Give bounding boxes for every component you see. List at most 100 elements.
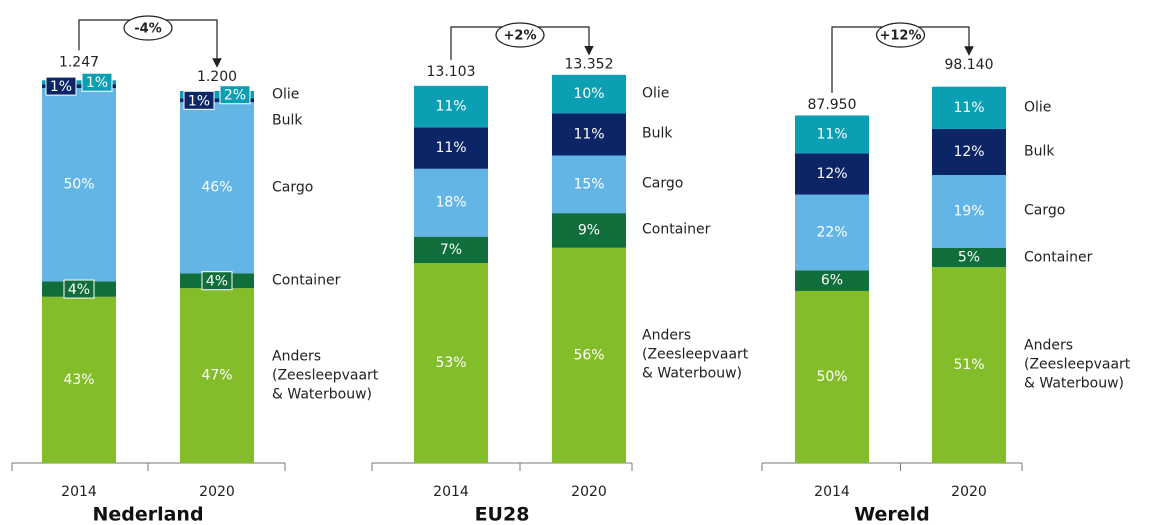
bar-segment bbox=[414, 168, 488, 237]
segment-label: 11% bbox=[953, 100, 984, 116]
legend-label: Anders (Zeesleepvaart & Waterbouw) bbox=[642, 327, 749, 382]
segment-label: 9% bbox=[578, 222, 600, 238]
bar-segment bbox=[42, 88, 116, 282]
segment-label: 19% bbox=[953, 203, 984, 219]
bar-segment bbox=[180, 102, 254, 274]
legend-label: Olie bbox=[272, 86, 300, 103]
label-box bbox=[183, 90, 215, 110]
label-box bbox=[201, 271, 233, 291]
category-label: 2020 bbox=[951, 484, 987, 500]
legend-label: Container bbox=[272, 272, 341, 289]
bar-segment bbox=[180, 91, 254, 99]
legend-label: Anders (Zeesleepvaart & Waterbouw) bbox=[1024, 337, 1131, 392]
segment-label: 53% bbox=[435, 355, 466, 371]
label-box bbox=[219, 85, 251, 105]
bar-segment bbox=[932, 267, 1006, 463]
segment-label: 1% bbox=[50, 79, 72, 95]
bar-segment bbox=[414, 236, 488, 264]
legend-label: Cargo bbox=[272, 179, 314, 196]
bar-segment bbox=[414, 263, 488, 463]
bar-segment bbox=[42, 80, 116, 85]
legend-label: Bulk bbox=[272, 112, 303, 129]
bar-segment bbox=[795, 115, 869, 154]
bar-segment bbox=[552, 113, 626, 156]
change-oval bbox=[875, 22, 926, 48]
segment-label: 15% bbox=[573, 176, 604, 192]
bar-segment bbox=[414, 127, 488, 169]
category-label: 2020 bbox=[571, 484, 607, 500]
change-label: -4% bbox=[134, 22, 161, 37]
total-label: 87.950 bbox=[808, 97, 857, 113]
segment-label: 10% bbox=[573, 86, 604, 102]
bar-segment bbox=[42, 84, 116, 89]
segment-label: 1% bbox=[188, 93, 210, 109]
segment-label: 5% bbox=[958, 250, 980, 266]
segment-label: 11% bbox=[435, 99, 466, 115]
total-label: 1.247 bbox=[59, 54, 99, 70]
label-box bbox=[81, 72, 113, 92]
bar-segment bbox=[932, 247, 1006, 268]
bar-segment bbox=[795, 290, 869, 463]
segment-label: 50% bbox=[816, 369, 847, 385]
chart-title: EU28 bbox=[475, 504, 530, 525]
category-label: 2014 bbox=[433, 484, 469, 500]
bar-segment bbox=[180, 288, 254, 463]
segment-label: 12% bbox=[953, 144, 984, 160]
category-label: 2014 bbox=[814, 484, 850, 500]
change-oval bbox=[495, 22, 545, 48]
bar-segment bbox=[932, 175, 1006, 248]
segment-label: 4% bbox=[206, 274, 228, 290]
segment-label: 12% bbox=[816, 166, 847, 182]
legend-label: Container bbox=[642, 221, 711, 238]
legend-label: Bulk bbox=[1024, 143, 1055, 160]
bar-segment bbox=[932, 128, 1006, 176]
segment-label: 56% bbox=[573, 347, 604, 363]
segment-label: 18% bbox=[435, 195, 466, 211]
total-label: 13.352 bbox=[565, 57, 614, 73]
segment-label: 11% bbox=[816, 126, 847, 142]
segment-label: 22% bbox=[816, 224, 847, 240]
legend-label: Container bbox=[1024, 249, 1093, 266]
bar-segment bbox=[552, 74, 626, 114]
segment-label: 7% bbox=[440, 242, 462, 258]
change-label: +12% bbox=[879, 29, 921, 44]
bar-segment bbox=[180, 98, 254, 103]
segment-label: 11% bbox=[573, 126, 604, 142]
segment-label: 11% bbox=[435, 140, 466, 156]
segment-label: 2% bbox=[224, 88, 246, 104]
total-label: 13.103 bbox=[427, 64, 476, 80]
bar-segment bbox=[932, 86, 1006, 129]
legend-label: Cargo bbox=[1024, 202, 1066, 219]
label-box bbox=[45, 76, 77, 96]
legend-label: Olie bbox=[1024, 99, 1052, 116]
change-oval bbox=[123, 15, 173, 41]
total-label: 98.140 bbox=[945, 57, 994, 73]
chart-title: Wereld bbox=[854, 504, 930, 525]
segment-label: 46% bbox=[201, 180, 232, 196]
change-label: +2% bbox=[504, 29, 537, 44]
category-label: 2014 bbox=[61, 484, 97, 500]
bar-segment bbox=[552, 155, 626, 214]
segment-label: 6% bbox=[821, 273, 843, 289]
legend-label: Anders (Zeesleepvaart & Waterbouw) bbox=[272, 348, 379, 403]
legend-label: Bulk bbox=[642, 125, 673, 142]
bar-segment bbox=[795, 194, 869, 271]
chart-title: Nederland bbox=[92, 504, 203, 525]
bar-segment bbox=[795, 153, 869, 195]
bar-segment bbox=[795, 270, 869, 291]
label-box bbox=[63, 279, 95, 299]
segment-label: 43% bbox=[63, 372, 94, 388]
legend-label: Olie bbox=[642, 85, 670, 102]
total-label: 1.200 bbox=[197, 69, 237, 85]
bar-segment bbox=[552, 213, 626, 248]
segment-label: 4% bbox=[68, 282, 90, 298]
segment-label: 51% bbox=[953, 357, 984, 373]
bar-segment bbox=[552, 247, 626, 463]
category-label: 2020 bbox=[199, 484, 235, 500]
bar-segment bbox=[414, 85, 488, 128]
segment-label: 47% bbox=[201, 368, 232, 384]
legend-label: Cargo bbox=[642, 175, 684, 192]
bar-segment bbox=[42, 296, 116, 463]
segment-label: 50% bbox=[63, 177, 94, 193]
